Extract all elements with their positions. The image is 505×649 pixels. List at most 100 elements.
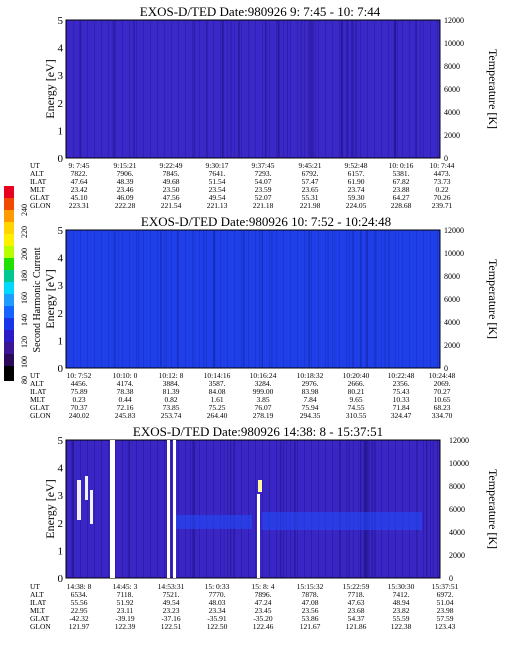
orbit-cell: 310.55 bbox=[346, 411, 367, 420]
orbit-cell: 68.23 bbox=[434, 403, 451, 412]
orbit-cell: 0.44 bbox=[118, 395, 131, 404]
orbit-row-label: UT bbox=[30, 161, 40, 170]
orbit-cell: 6157. bbox=[348, 169, 365, 178]
texture-streak bbox=[160, 231, 162, 367]
orbit-cell: 10:20:40 bbox=[343, 371, 370, 380]
orbit-cell: 222.28 bbox=[115, 201, 136, 210]
orbit-cell: 9:22:49 bbox=[160, 161, 183, 170]
y-tick-label: 2 bbox=[58, 308, 64, 320]
texture-streak bbox=[339, 441, 341, 577]
orbit-cell: 73.85 bbox=[163, 403, 180, 412]
y-tick-label: 2 bbox=[58, 98, 64, 110]
texture-streak bbox=[230, 21, 232, 157]
orbit-cell: 55.59 bbox=[393, 614, 410, 623]
orbit-cell: 10:10: 0 bbox=[113, 371, 138, 380]
orbit-cell: 75.25 bbox=[209, 403, 226, 412]
orbit-cell: 45.10 bbox=[71, 193, 88, 202]
orbit-row-label: MLT bbox=[30, 395, 46, 404]
panel-2-ylabel-right: Temperature [K] bbox=[486, 259, 500, 339]
texture-streak bbox=[280, 441, 282, 577]
orbit-cell: 47.08 bbox=[302, 598, 319, 607]
orbit-cell: 84.08 bbox=[209, 387, 226, 396]
orbit-cell: 10.33 bbox=[393, 395, 410, 404]
orbit-row-label: GLAT bbox=[30, 403, 50, 412]
texture-streak bbox=[365, 441, 368, 577]
colorbar-swatch bbox=[4, 354, 14, 366]
panel-3-title: EXOS-D/TED Date:980926 14:38: 8 - 15:37:… bbox=[133, 424, 383, 439]
orbit-row-label: ILAT bbox=[30, 387, 47, 396]
y-tick-label: 3 bbox=[58, 70, 64, 82]
orbit-cell: 15:22:59 bbox=[343, 582, 370, 591]
orbit-cell: 48.39 bbox=[117, 177, 134, 186]
orbit-cell: 294.35 bbox=[300, 411, 321, 420]
orbit-cell: 9:30:17 bbox=[206, 161, 229, 170]
panel-1-orbit-table: UT ALT ILAT MLT GLAT GLON 9: 7:45 7822. … bbox=[30, 161, 455, 210]
orbit-cell: 4174. bbox=[117, 379, 134, 388]
panel-1-yticks: 0 1 2 3 4 5 bbox=[58, 15, 64, 165]
orbit-cell: 47.24 bbox=[255, 598, 272, 607]
colorbar-swatch bbox=[4, 318, 14, 330]
orbit-cell: 15: 0:33 bbox=[205, 582, 230, 591]
panel-2-ylabel: Energy [eV] bbox=[43, 269, 57, 328]
orbit-cell: -35.20 bbox=[253, 614, 273, 623]
orbit-cell: 5381. bbox=[393, 169, 410, 178]
texture-streak bbox=[277, 21, 280, 157]
orbit-cell: 3884. bbox=[163, 379, 180, 388]
orbit-row-label: MLT bbox=[30, 606, 46, 615]
texture-streak bbox=[166, 231, 167, 367]
orbit-cell: 7770. bbox=[209, 590, 226, 599]
colorbar-swatch bbox=[4, 270, 14, 282]
panel-3: EXOS-D/TED Date:980926 14:38: 8 - 15:37:… bbox=[30, 424, 500, 631]
orbit-cell: 22.95 bbox=[71, 606, 88, 615]
texture-streak bbox=[127, 441, 130, 577]
y-tick-label: 0 bbox=[58, 573, 64, 585]
orbit-row-label: GLON bbox=[30, 411, 51, 420]
y-tick-label: 5 bbox=[58, 435, 64, 447]
orbit-row-label: ALT bbox=[30, 379, 44, 388]
orbit-cell: 72.16 bbox=[117, 403, 134, 412]
orbit-cell: 23.88 bbox=[393, 185, 410, 194]
orbit-cell: 122.50 bbox=[207, 622, 228, 631]
y-right-tick-label: 6000 bbox=[449, 505, 465, 514]
y-tick-label: 0 bbox=[58, 153, 64, 165]
texture-streak bbox=[230, 441, 232, 577]
orbit-cell: 57.59 bbox=[437, 614, 454, 623]
texture-streak bbox=[308, 21, 309, 157]
orbit-cell: 14:38: 8 bbox=[67, 582, 92, 591]
orbit-cell: 64.27 bbox=[393, 193, 410, 202]
orbit-cell: 14:53:31 bbox=[158, 582, 185, 591]
texture-streak bbox=[334, 231, 335, 367]
orbit-cell: 71.84 bbox=[393, 403, 410, 412]
orbit-cell: 53.86 bbox=[302, 614, 319, 623]
texture-streak bbox=[242, 231, 245, 367]
panel-3-features bbox=[77, 440, 446, 578]
data-gap bbox=[110, 440, 115, 578]
colorbar-tick-label: 100 bbox=[20, 356, 29, 368]
orbit-cell: 10.65 bbox=[434, 395, 451, 404]
texture-streak bbox=[221, 21, 224, 157]
texture-streak bbox=[389, 231, 390, 367]
panel-3-spectrogram bbox=[65, 439, 441, 579]
orbit-cell: 23.68 bbox=[348, 606, 365, 615]
orbit-cell: 80.21 bbox=[348, 387, 365, 396]
y-right-tick-label: 2000 bbox=[449, 551, 465, 560]
orbit-cell: 123.43 bbox=[435, 622, 456, 631]
orbit-cell: 223.31 bbox=[69, 201, 90, 210]
data-gap bbox=[173, 440, 176, 578]
orbit-cell: 15:37:51 bbox=[432, 582, 459, 591]
orbit-cell: 6972. bbox=[437, 590, 454, 599]
orbit-cell: 15:15:32 bbox=[297, 582, 324, 591]
orbit-cell: 75.43 bbox=[393, 387, 410, 396]
colorbar-swatch bbox=[4, 294, 14, 306]
texture-streak bbox=[238, 21, 240, 157]
data-gap bbox=[167, 440, 170, 578]
orbit-cell: 3284. bbox=[255, 379, 272, 388]
enhancement-band bbox=[262, 512, 422, 530]
texture-streak bbox=[249, 21, 250, 157]
texture-streak bbox=[348, 441, 350, 577]
data-gap bbox=[442, 440, 446, 578]
texture-streak bbox=[206, 21, 208, 157]
orbit-row-label: MLT bbox=[30, 185, 46, 194]
colorbar-swatch bbox=[4, 282, 14, 294]
texture-streak bbox=[364, 441, 365, 577]
